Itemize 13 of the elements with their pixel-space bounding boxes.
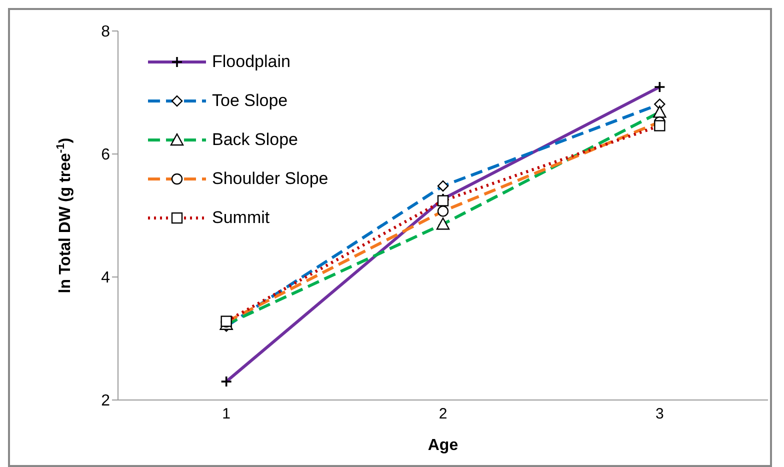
x-tick-label: 2: [438, 406, 448, 423]
y-tick-label: 8: [101, 24, 110, 41]
x-axis-title: Age: [428, 437, 458, 454]
legend-label: Summit: [212, 208, 270, 228]
legend-label: Back Slope: [212, 130, 298, 150]
legend-label: Floodplain: [212, 52, 290, 72]
legend-label: Toe Slope: [212, 90, 288, 110]
y-tick-label: 6: [101, 146, 110, 164]
y-tick-label: 4: [101, 270, 110, 287]
x-tick-label: 1: [222, 406, 231, 423]
legend-label: Shoulder Slope: [212, 168, 328, 188]
x-tick-label: 3: [655, 406, 664, 423]
y-tick-label: 2: [101, 392, 110, 410]
